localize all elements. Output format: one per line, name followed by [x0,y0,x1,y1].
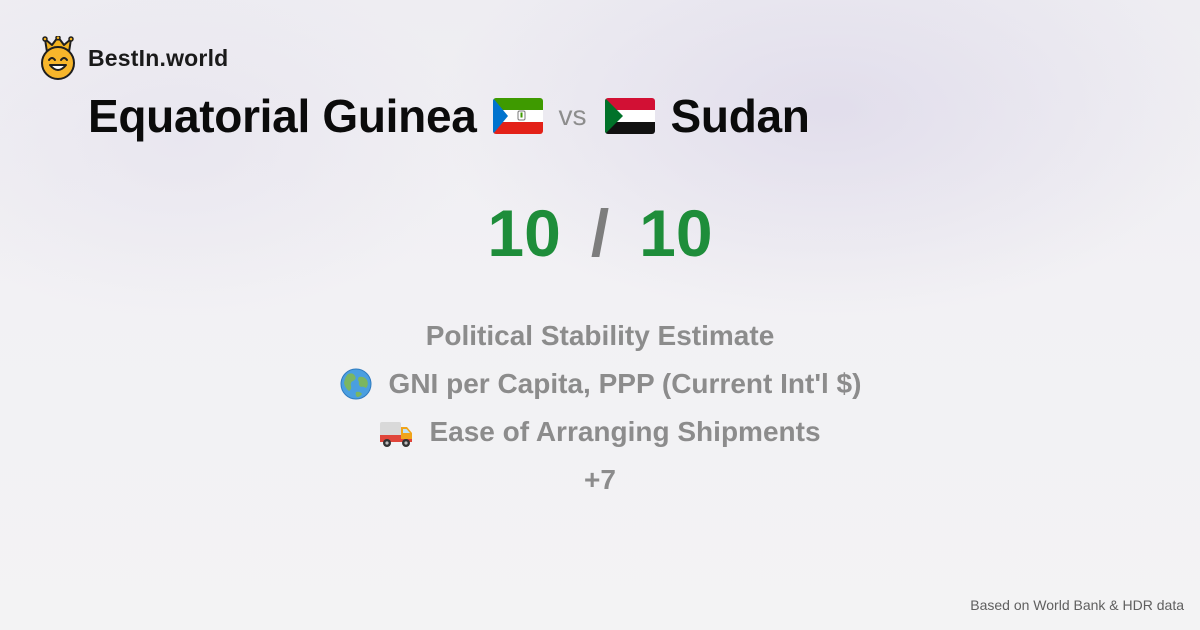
country-b-name[interactable]: Sudan [670,90,810,142]
sudan-flag-icon [604,98,655,134]
metric-ease-of-shipments: Ease of Arranging Shipments [0,408,1200,456]
score-country-a: 10 [487,196,561,270]
score-display: 10 / 10 [0,192,1200,274]
metric-gni-per-capita: GNI per Capita, PPP (Current Int'l $) [0,360,1200,408]
metrics-list: Political Stability Estimate GNI per Cap… [0,312,1200,504]
score-separator: / [590,196,610,270]
vs-separator: vs [558,100,587,131]
brand-name[interactable]: BestIn.world [88,44,229,71]
metric-label: Ease of Arranging Shipments [429,416,821,447]
score-country-b: 10 [639,196,713,270]
metric-political-stability: Political Stability Estimate [0,312,1200,360]
more-metrics[interactable]: +7 [0,456,1200,504]
crowned-smiley-icon [41,36,75,80]
comparison-title: Equatorial Guinea vs Sudan [88,88,810,144]
metric-label: GNI per Capita, PPP (Current Int'l $) [388,368,862,399]
data-source-note: Based on World Bank & HDR data [970,597,1184,613]
more-metrics-count[interactable]: +7 [584,464,616,495]
metric-label: Political Stability Estimate [425,320,775,351]
globe-icon [340,368,372,400]
equatorial-guinea-flag-icon [492,98,543,134]
delivery-truck-icon [380,422,413,447]
brand[interactable]: BestIn.world [40,36,228,80]
country-a-name[interactable]: Equatorial Guinea [88,90,477,142]
